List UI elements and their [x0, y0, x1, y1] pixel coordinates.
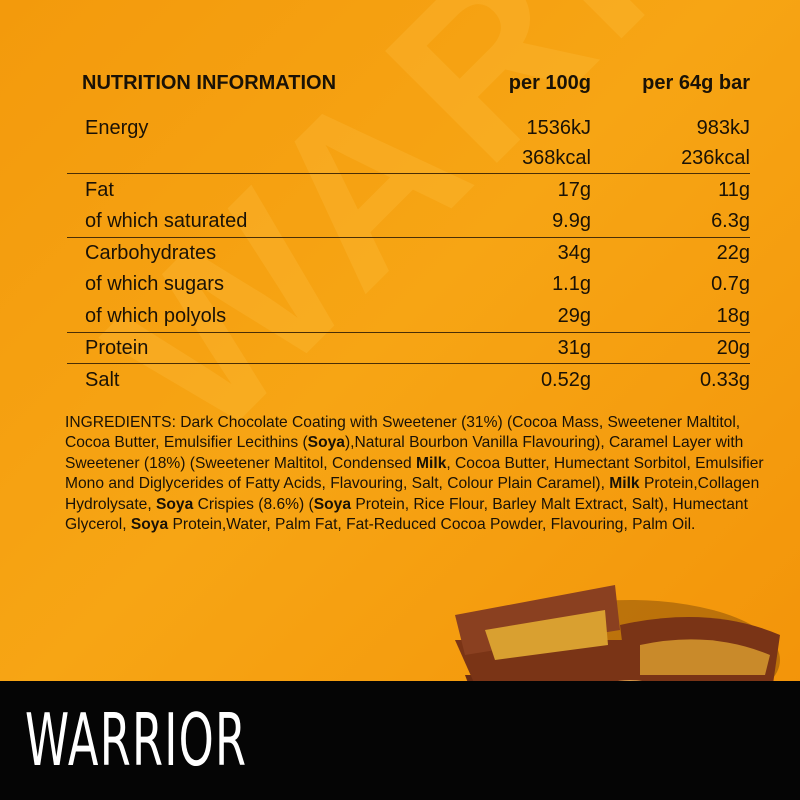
value-per-100g: 1.1g: [552, 273, 591, 295]
ingredient-text: Protein, Rice Flour, Barley Malt Extract…: [65, 495, 748, 534]
column-per-bar: per 64g bar: [642, 72, 750, 94]
allergen-text: Milk: [416, 454, 447, 472]
divider: [67, 332, 750, 333]
value-per-bar: 983kJ: [696, 117, 750, 139]
value-per-100g: 17g: [557, 179, 591, 201]
ingredient-text: Protein,Water, Palm Fat, Fat-Reduced Coc…: [168, 516, 696, 534]
ingredient-text: , Cocoa Butter, Humectant Sorbitol, Emul…: [65, 454, 764, 493]
table-row: of which polyols 29g 18g: [85, 301, 750, 331]
allergen-text: Milk: [609, 475, 640, 493]
table-row: of which sugars 1.1g 0.7g: [85, 269, 750, 299]
nutrient-label: of which sugars: [85, 273, 224, 295]
table-header: NUTRITION INFORMATION per 100g per 64g b…: [82, 68, 750, 98]
value-per-100g: 29g: [557, 305, 591, 327]
ingredient-text: Crispies (8.6%) (: [193, 495, 314, 513]
ingredient-text: Protein,Collagen Hydrolysate,: [65, 475, 760, 513]
nutrient-label: of which polyols: [85, 305, 227, 327]
nutrient-label: Energy: [85, 117, 149, 139]
value-per-100g: 31g: [557, 337, 591, 359]
divider: [67, 237, 750, 238]
nutrient-label: Carbohydrates: [85, 242, 217, 264]
table-title: NUTRITION INFORMATION: [82, 72, 337, 94]
divider: [67, 363, 750, 364]
allergen-text: Soya: [130, 516, 169, 534]
table-row: 368kcal 236kcal: [85, 143, 750, 173]
value-per-bar: 0.33g: [699, 369, 750, 391]
value-per-100g: 0.52g: [540, 369, 591, 391]
allergen-text: Soya: [307, 434, 345, 452]
value-per-bar: 236kcal: [681, 147, 750, 169]
column-per-100g: per 100g: [508, 72, 591, 94]
table-row: Salt 0.52g 0.33g: [85, 365, 750, 395]
nutrient-label: of which saturated: [85, 210, 248, 232]
nutrient-label: Protein: [85, 337, 149, 359]
table-row: Protein 31g 20g: [85, 333, 750, 363]
table-row: Carbohydrates 34g 22g: [85, 238, 750, 268]
value-per-bar: 6.3g: [711, 210, 750, 232]
table-row: of which saturated 9.9g 6.3g: [85, 206, 750, 236]
allergen-text: Soya: [313, 495, 352, 513]
ingredient-text: INGREDIENTS: Dark Chocolate Coating with…: [65, 414, 741, 452]
value-per-bar: 11g: [718, 179, 750, 201]
ingredients-text: INGREDIENTS: Dark Chocolate Coating with…: [65, 413, 780, 535]
value-per-100g: 1536kJ: [526, 117, 592, 139]
table-row: Energy 1536kJ 983kJ: [85, 113, 750, 143]
value-per-bar: 0.7g: [711, 273, 750, 295]
value-per-100g: 9.9g: [552, 210, 591, 232]
nutrient-label: Salt: [85, 369, 120, 391]
value-per-bar: 22g: [716, 242, 750, 264]
brand-footer: [0, 681, 800, 800]
nutrient-label: Fat: [85, 179, 114, 201]
divider: [67, 173, 750, 174]
allergen-text: Soya: [156, 495, 194, 513]
value-per-100g: 34g: [557, 242, 591, 264]
value-per-bar: 18g: [716, 305, 750, 327]
ingredient-text: ),Natural Bourbon Vanilla Flavouring), C…: [65, 434, 744, 472]
value-per-bar: 20g: [716, 337, 750, 359]
warrior-logo: WARRIOR: [25, 698, 248, 782]
value-per-100g: 368kcal: [522, 147, 591, 169]
table-row: Fat 17g 11g: [85, 175, 750, 205]
